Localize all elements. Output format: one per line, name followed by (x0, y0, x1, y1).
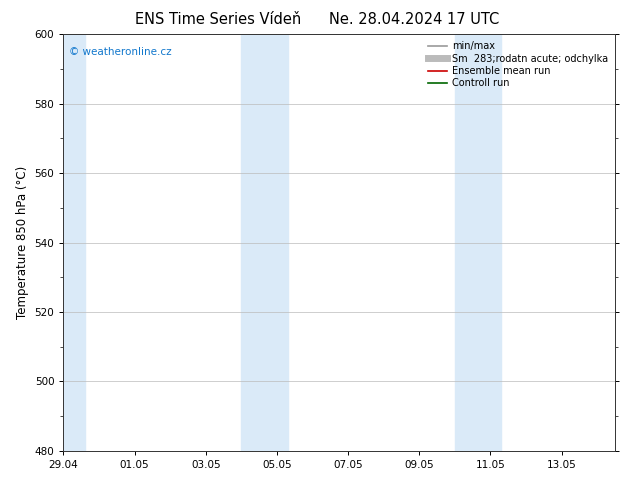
Bar (60, 34, 85, 451)
Text: © weatheronline.cz: © weatheronline.cz (69, 47, 172, 57)
Legend: min/max, Sm  283;rodatn acute; odchylka, Ensemble mean run, Controll run: min/max, Sm 283;rodatn acute; odchylka, … (426, 39, 610, 90)
Text: ENS Time Series Vídeň      Ne. 28.04.2024 17 UTC: ENS Time Series Vídeň Ne. 28.04.2024 17 … (135, 12, 499, 27)
Bar (242, 34, 288, 451)
Y-axis label: Temperature 850 hPa (°C): Temperature 850 hPa (°C) (16, 166, 29, 319)
Bar (455, 34, 501, 451)
